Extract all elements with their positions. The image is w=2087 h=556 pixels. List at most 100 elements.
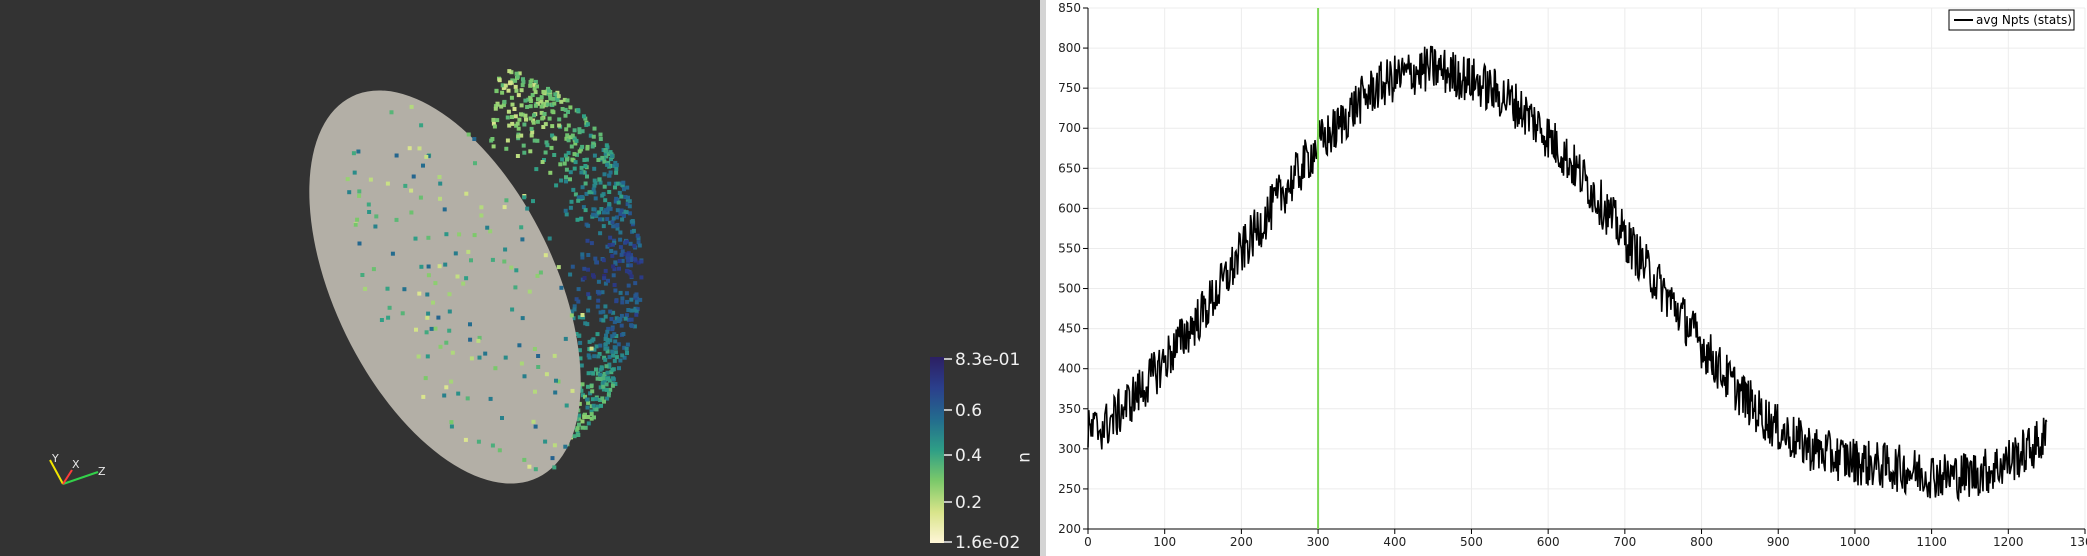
data-point xyxy=(508,81,513,86)
data-point xyxy=(387,305,392,310)
data-point xyxy=(556,379,561,384)
data-point xyxy=(610,154,615,159)
data-point xyxy=(520,83,525,88)
data-point xyxy=(622,345,627,350)
data-point xyxy=(394,153,399,158)
face-points xyxy=(345,104,594,472)
data-point xyxy=(367,210,372,214)
data-point xyxy=(357,241,362,246)
data-point xyxy=(563,113,568,118)
data-point xyxy=(373,224,378,229)
data-point xyxy=(402,287,407,292)
data-point xyxy=(634,309,639,314)
z-axis-label: Z xyxy=(98,465,106,478)
data-point xyxy=(607,362,612,367)
chart-legend[interactable]: avg Npts (stats) xyxy=(1948,9,2075,31)
data-point xyxy=(578,356,583,361)
render-view-3d[interactable]: Y X Z 8.3e-01 0.6 0.4 0.2 1.6e-02 u xyxy=(0,0,1040,556)
data-point xyxy=(579,165,584,170)
data-point xyxy=(564,127,569,132)
data-point xyxy=(502,205,507,210)
data-point xyxy=(611,224,616,229)
data-point xyxy=(597,210,602,215)
data-point xyxy=(614,316,619,321)
data-point xyxy=(610,367,615,372)
data-point xyxy=(469,258,473,263)
data-point xyxy=(519,88,524,93)
data-point xyxy=(603,337,608,341)
data-point xyxy=(639,275,644,280)
data-point xyxy=(506,88,511,93)
data-point xyxy=(570,264,575,269)
data-point xyxy=(449,420,454,425)
data-point xyxy=(583,181,588,186)
data-point xyxy=(479,213,484,218)
data-point xyxy=(426,264,431,269)
line-chart-view[interactable]: 0 100 200 300 400 500 600 700 800 900 1000 1100 1200… xyxy=(1046,0,2087,556)
data-point xyxy=(584,191,589,196)
color-legend[interactable]: 8.3e-01 0.6 0.4 0.2 1.6e-02 u xyxy=(930,350,1035,553)
data-point xyxy=(531,419,536,424)
data-point xyxy=(638,297,643,302)
data-point xyxy=(521,77,525,82)
data-point xyxy=(436,315,441,320)
y-tick-label: 550 xyxy=(1058,241,1081,255)
data-point xyxy=(626,195,630,200)
data-point xyxy=(621,332,626,336)
data-point xyxy=(426,235,431,240)
data-point xyxy=(597,177,602,182)
data-point xyxy=(528,104,533,109)
data-point xyxy=(437,175,442,179)
view-splitter[interactable] xyxy=(1040,0,1046,556)
data-point xyxy=(466,249,471,254)
data-point xyxy=(613,339,618,344)
data-point xyxy=(429,326,434,331)
data-point xyxy=(598,398,603,402)
render-canvas[interactable]: Y X Z 8.3e-01 0.6 0.4 0.2 1.6e-02 u xyxy=(0,0,1040,556)
x-tick-label: 0 xyxy=(1084,535,1092,549)
data-point xyxy=(577,348,582,353)
data-point xyxy=(610,253,615,258)
data-point xyxy=(424,330,429,335)
data-point xyxy=(626,283,631,288)
data-point xyxy=(627,204,632,209)
data-point xyxy=(472,137,477,141)
data-point xyxy=(602,172,607,177)
data-point xyxy=(614,170,619,175)
data-point xyxy=(583,321,588,326)
data-point xyxy=(594,397,599,402)
data-point xyxy=(626,253,631,258)
data-point xyxy=(608,235,613,240)
data-point xyxy=(472,233,477,238)
data-point xyxy=(608,220,613,225)
data-point xyxy=(536,97,540,102)
data-point xyxy=(604,154,609,159)
data-point xyxy=(545,143,550,148)
data-point xyxy=(612,238,617,243)
data-point xyxy=(570,388,575,393)
data-point xyxy=(539,104,544,109)
x-tick-label: 300 xyxy=(1307,535,1330,549)
data-point xyxy=(417,146,422,151)
data-point xyxy=(535,138,540,143)
data-point xyxy=(557,123,562,128)
data-point xyxy=(585,122,590,127)
data-point xyxy=(529,133,534,138)
z-axis-line xyxy=(62,471,99,485)
data-point xyxy=(522,122,527,127)
colorbar-tick-label: 0.6 xyxy=(955,401,982,421)
y-tick-label: 600 xyxy=(1058,201,1081,215)
data-point xyxy=(583,208,588,213)
data-point xyxy=(490,137,495,141)
y-tick-label: 300 xyxy=(1058,442,1081,456)
data-point xyxy=(353,222,358,227)
data-point xyxy=(363,286,368,291)
data-point xyxy=(560,107,565,111)
data-point xyxy=(390,251,395,256)
data-point xyxy=(449,379,454,384)
data-point xyxy=(509,95,514,100)
line-chart[interactable]: 0 100 200 300 400 500 600 700 800 900 1000 1100 1200… xyxy=(1046,0,2087,556)
data-point xyxy=(491,144,496,149)
color-bar xyxy=(930,357,944,543)
data-point xyxy=(357,193,362,198)
